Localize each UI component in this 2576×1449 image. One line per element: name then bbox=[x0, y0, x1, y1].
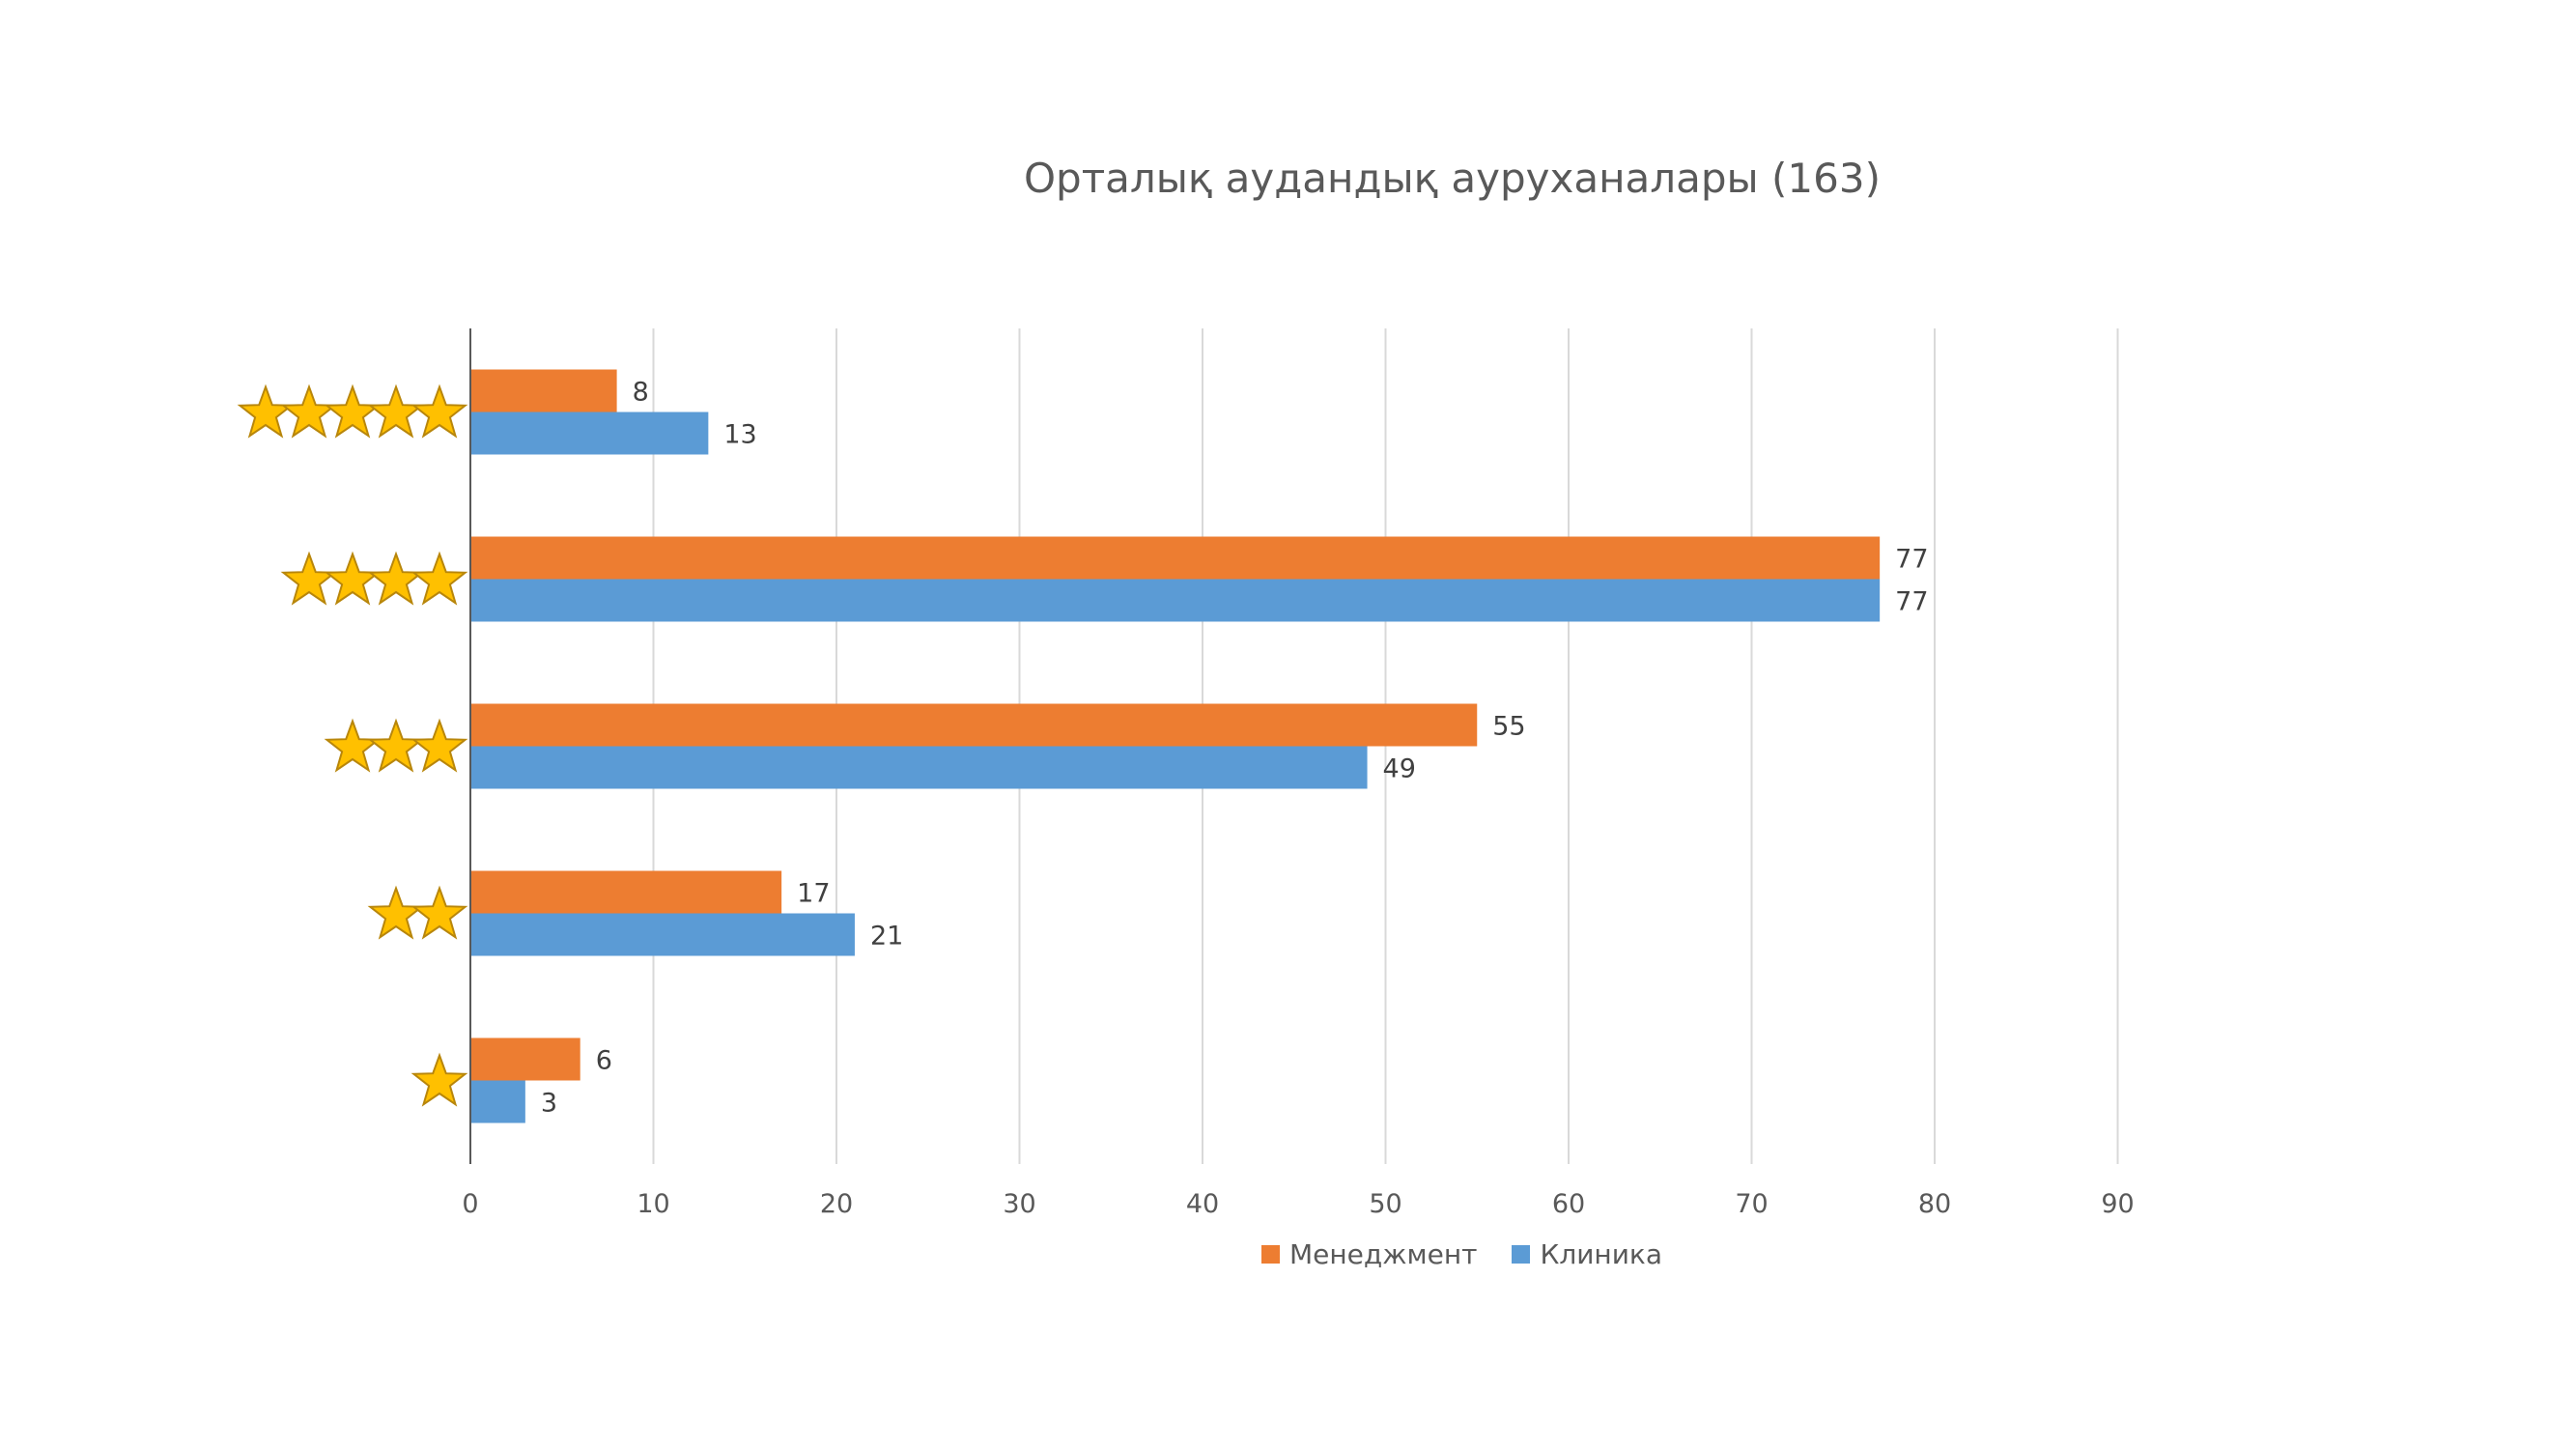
bar-clinic bbox=[470, 579, 1881, 622]
star-icon bbox=[367, 718, 425, 773]
star-icon bbox=[410, 384, 468, 439]
star-icon bbox=[367, 551, 425, 606]
x-tick-label: 90 bbox=[2101, 1189, 2134, 1219]
star-icon bbox=[410, 1052, 468, 1107]
labels: 0 10 20 30 40 50 60 70 80 90 8 13 77 77 55 49 17 21 6 3 bbox=[462, 378, 2134, 1220]
bar-clinic bbox=[470, 746, 1368, 789]
data-label: 6 bbox=[596, 1046, 612, 1076]
star-icon bbox=[367, 885, 425, 940]
legend: Менеджмент Клиника bbox=[0, 1238, 2576, 1270]
chart-title: Орталық аудандық ауруханалары (163) bbox=[1024, 155, 1881, 202]
star-icon bbox=[367, 384, 425, 439]
bar-management bbox=[470, 870, 782, 914]
legend-swatch-management bbox=[1260, 1245, 1280, 1264]
star-icon bbox=[410, 551, 468, 606]
x-tick-label: 70 bbox=[1735, 1189, 1768, 1219]
data-label: 17 bbox=[797, 879, 830, 909]
x-tick-label: 10 bbox=[637, 1189, 669, 1219]
x-tick-label: 30 bbox=[1003, 1189, 1035, 1219]
category-label-stars bbox=[324, 718, 468, 773]
x-tick-label: 40 bbox=[1186, 1189, 1219, 1219]
bar-management bbox=[470, 1037, 580, 1081]
data-label: 55 bbox=[1492, 712, 1525, 742]
data-label: 8 bbox=[633, 378, 649, 408]
x-tick-label: 20 bbox=[820, 1189, 853, 1219]
data-label: 3 bbox=[541, 1089, 557, 1119]
category-label-stars bbox=[367, 885, 468, 940]
star-icon bbox=[410, 718, 468, 773]
data-label: 21 bbox=[870, 922, 903, 952]
legend-item-management: Менеджмент bbox=[1260, 1238, 1478, 1270]
star-icon bbox=[324, 551, 382, 606]
star-icon bbox=[324, 384, 382, 439]
data-label: 13 bbox=[723, 420, 756, 450]
star-icon bbox=[280, 551, 338, 606]
bar-management bbox=[470, 536, 1881, 580]
legend-swatch-clinic bbox=[1512, 1245, 1531, 1264]
x-tick-label: 80 bbox=[1918, 1189, 1951, 1219]
x-tick-label: 0 bbox=[462, 1189, 478, 1219]
star-icon bbox=[410, 885, 468, 940]
star-icon bbox=[237, 384, 295, 439]
star-icon bbox=[324, 718, 382, 773]
legend-label-clinic: Клиника bbox=[1540, 1238, 1662, 1270]
bar-clinic bbox=[470, 412, 709, 455]
category-stars bbox=[237, 384, 468, 1107]
x-tick-label: 60 bbox=[1552, 1189, 1585, 1219]
bars bbox=[470, 369, 1881, 1123]
legend-label-management: Менеджмент bbox=[1288, 1238, 1478, 1270]
data-label: 49 bbox=[1383, 754, 1416, 784]
category-label-stars bbox=[410, 1052, 468, 1107]
bar-clinic bbox=[470, 913, 855, 956]
data-label: 77 bbox=[1895, 545, 1928, 575]
data-label: 77 bbox=[1895, 587, 1928, 617]
category-label-stars bbox=[237, 384, 468, 439]
bar-management bbox=[470, 369, 617, 412]
legend-item-clinic: Клиника bbox=[1512, 1238, 1662, 1270]
star-icon bbox=[280, 384, 338, 439]
bar-clinic bbox=[470, 1080, 525, 1123]
bar-management bbox=[470, 703, 1478, 747]
x-tick-label: 50 bbox=[1369, 1189, 1401, 1219]
category-label-stars bbox=[280, 551, 468, 606]
